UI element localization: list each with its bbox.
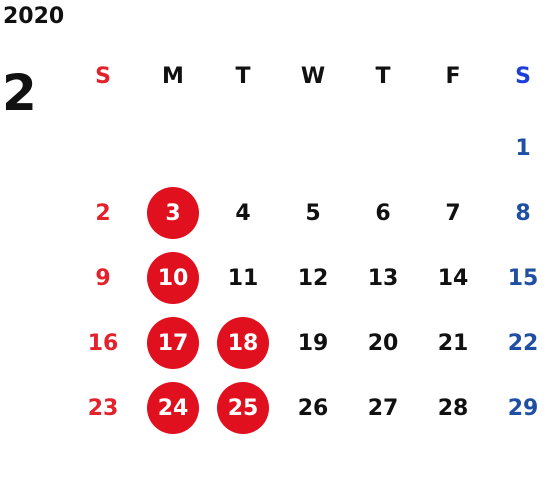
weekday-saturday: S [515, 63, 531, 89]
day-number: 27 [367, 395, 399, 421]
day-cell: 1 [488, 118, 548, 178]
day-number: 21 [437, 330, 469, 356]
day-cell: 2 [68, 183, 138, 243]
calendar-week: 23 24 25 26 27 28 29 [68, 378, 548, 438]
calendar-year: 2020 [3, 4, 65, 29]
day-cell: 26 [278, 378, 348, 438]
day-cell: 25 [208, 378, 278, 438]
calendar-week: 1 [68, 118, 548, 178]
day-cell: 22 [488, 313, 548, 373]
day-number: 24 [147, 382, 199, 434]
day-cell: 8 [488, 183, 548, 243]
weekday-header: S M T W T F S [68, 46, 548, 106]
weekday-tuesday: T [235, 63, 251, 89]
day-cell: 24 [138, 378, 208, 438]
day-number: 22 [507, 330, 539, 356]
weekday-monday: M [162, 63, 184, 89]
day-cell: 27 [348, 378, 418, 438]
day-cell: 20 [348, 313, 418, 373]
weekday-friday: F [445, 63, 461, 89]
day-cell: 18 [208, 313, 278, 373]
day-cell: 9 [68, 248, 138, 308]
day-number: 17 [147, 317, 199, 369]
calendar-week: 2 3 4 5 6 7 8 [68, 183, 548, 243]
day-cell: 12 [278, 248, 348, 308]
day-number: 4 [235, 200, 251, 226]
day-cell: 5 [278, 183, 348, 243]
day-number [427, 122, 479, 174]
day-number: 26 [297, 395, 329, 421]
day-number: 18 [217, 317, 269, 369]
calendar-month: 2 [2, 64, 37, 122]
day-cell: 10 [138, 248, 208, 308]
day-cell: 11 [208, 248, 278, 308]
day-number: 6 [375, 200, 391, 226]
day-number: 29 [507, 395, 539, 421]
day-number: 10 [147, 252, 199, 304]
day-number: 7 [445, 200, 461, 226]
day-number: 5 [305, 200, 321, 226]
day-cell: 4 [208, 183, 278, 243]
day-number [357, 122, 409, 174]
day-number: 25 [217, 382, 269, 434]
weekday-wednesday: W [300, 63, 326, 89]
day-cell: 3 [138, 183, 208, 243]
day-number [147, 122, 199, 174]
day-number: 3 [147, 187, 199, 239]
day-number: 15 [507, 265, 539, 291]
day-number: 12 [297, 265, 329, 291]
day-number: 1 [515, 135, 531, 161]
calendar-week: 9 10 11 12 13 14 15 [68, 248, 548, 308]
day-number [217, 122, 269, 174]
empty-day-cell [278, 118, 348, 178]
day-cell: 16 [68, 313, 138, 373]
day-cell: 19 [278, 313, 348, 373]
weekday-sunday: S [95, 63, 111, 89]
empty-day-cell [138, 118, 208, 178]
day-number: 9 [95, 265, 111, 291]
day-cell: 23 [68, 378, 138, 438]
day-cell: 21 [418, 313, 488, 373]
day-number [287, 122, 339, 174]
empty-day-cell [68, 118, 138, 178]
empty-day-cell [208, 118, 278, 178]
weekday-thursday: T [375, 63, 391, 89]
day-number: 16 [87, 330, 119, 356]
day-cell: 15 [488, 248, 548, 308]
day-number: 14 [437, 265, 469, 291]
day-cell: 6 [348, 183, 418, 243]
empty-day-cell [348, 118, 418, 178]
day-number: 8 [515, 200, 531, 226]
day-number: 11 [227, 265, 259, 291]
day-number: 2 [95, 200, 111, 226]
day-cell: 28 [418, 378, 488, 438]
day-cell: 29 [488, 378, 548, 438]
day-cell: 7 [418, 183, 488, 243]
empty-day-cell [418, 118, 488, 178]
day-number: 28 [437, 395, 469, 421]
day-number: 23 [87, 395, 119, 421]
day-number [77, 122, 129, 174]
day-number: 19 [297, 330, 329, 356]
day-cell: 13 [348, 248, 418, 308]
day-number: 13 [367, 265, 399, 291]
day-cell: 14 [418, 248, 488, 308]
day-cell: 17 [138, 313, 208, 373]
day-number: 20 [367, 330, 399, 356]
calendar-week: 16 17 18 19 20 21 22 [68, 313, 548, 373]
